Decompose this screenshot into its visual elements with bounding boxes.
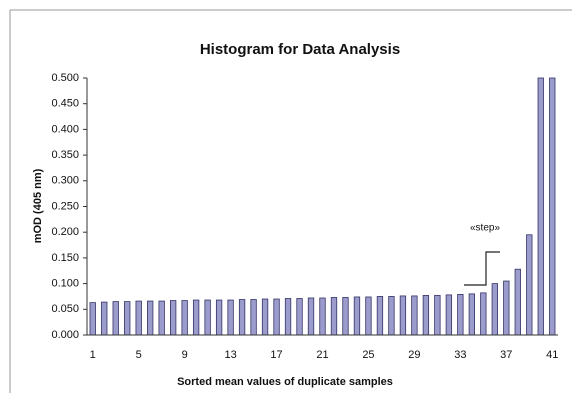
y-tick-label: 0.300	[51, 175, 79, 187]
bar	[192, 299, 200, 336]
bar	[445, 294, 453, 336]
x-tick-label: 5	[136, 349, 142, 361]
annotation: «step»	[470, 223, 500, 234]
bar	[170, 300, 177, 336]
y-tick-label: 0.400	[51, 123, 79, 135]
x-tick-label: 41	[546, 349, 558, 361]
bar	[89, 302, 96, 336]
y-tick-label: 0.250	[51, 200, 79, 212]
bar	[135, 300, 142, 336]
x-tick-label: 17	[270, 349, 282, 361]
chart-title: Histogram for Data Analysis	[200, 41, 400, 58]
x-tick-label: 25	[362, 349, 374, 361]
x-tick-label: 29	[408, 349, 420, 361]
bar	[480, 292, 487, 336]
y-tick-label: 0.150	[51, 252, 79, 264]
bar	[399, 295, 407, 336]
y-tick-label: 0.450	[51, 98, 79, 110]
bar	[457, 293, 464, 336]
bar	[353, 296, 361, 336]
x-tick-label: 1	[90, 349, 96, 361]
y-tick-label: 0.000	[51, 329, 79, 341]
x-tick-label: 37	[500, 349, 512, 361]
bar	[124, 301, 131, 336]
bar	[204, 299, 211, 336]
bar	[365, 296, 372, 336]
bar	[526, 234, 533, 336]
bar	[503, 280, 510, 336]
bar	[388, 296, 395, 336]
step-marker	[464, 251, 500, 286]
bar	[491, 283, 498, 336]
bar	[307, 297, 315, 336]
bar	[549, 77, 556, 336]
bar	[434, 295, 441, 336]
bar	[250, 299, 257, 336]
bar	[273, 298, 280, 336]
bar	[238, 299, 246, 336]
bar	[468, 293, 475, 336]
x-tick-label: 13	[224, 349, 236, 361]
x-axis-title: Sorted mean values of duplicate samples	[177, 376, 393, 388]
bar	[158, 300, 165, 336]
bar	[215, 299, 223, 336]
y-tick-label: 0.100	[51, 278, 79, 290]
bar	[330, 297, 338, 336]
bar	[376, 296, 384, 336]
x-tick-label: 33	[454, 349, 466, 361]
y-axis-title: mOD (405 nm)	[32, 168, 44, 243]
bar	[514, 268, 521, 336]
bar	[537, 77, 544, 336]
x-tick-label: 9	[182, 349, 188, 361]
bar	[296, 298, 303, 336]
bar	[112, 301, 119, 336]
y-tick-label: 0.050	[51, 303, 79, 315]
y-tick-label: 0.350	[51, 149, 79, 161]
bar	[227, 299, 234, 336]
bar	[181, 300, 188, 336]
y-tick-label: 0.200	[51, 226, 79, 238]
bar	[284, 298, 292, 336]
bar	[261, 298, 269, 336]
y-tick-label: 0.500	[51, 72, 79, 84]
bar	[342, 297, 349, 336]
bar	[101, 301, 108, 336]
bar	[422, 295, 430, 336]
x-tick-label: 21	[316, 349, 328, 361]
bar	[319, 297, 326, 336]
bar	[411, 295, 418, 336]
bar	[147, 300, 154, 336]
